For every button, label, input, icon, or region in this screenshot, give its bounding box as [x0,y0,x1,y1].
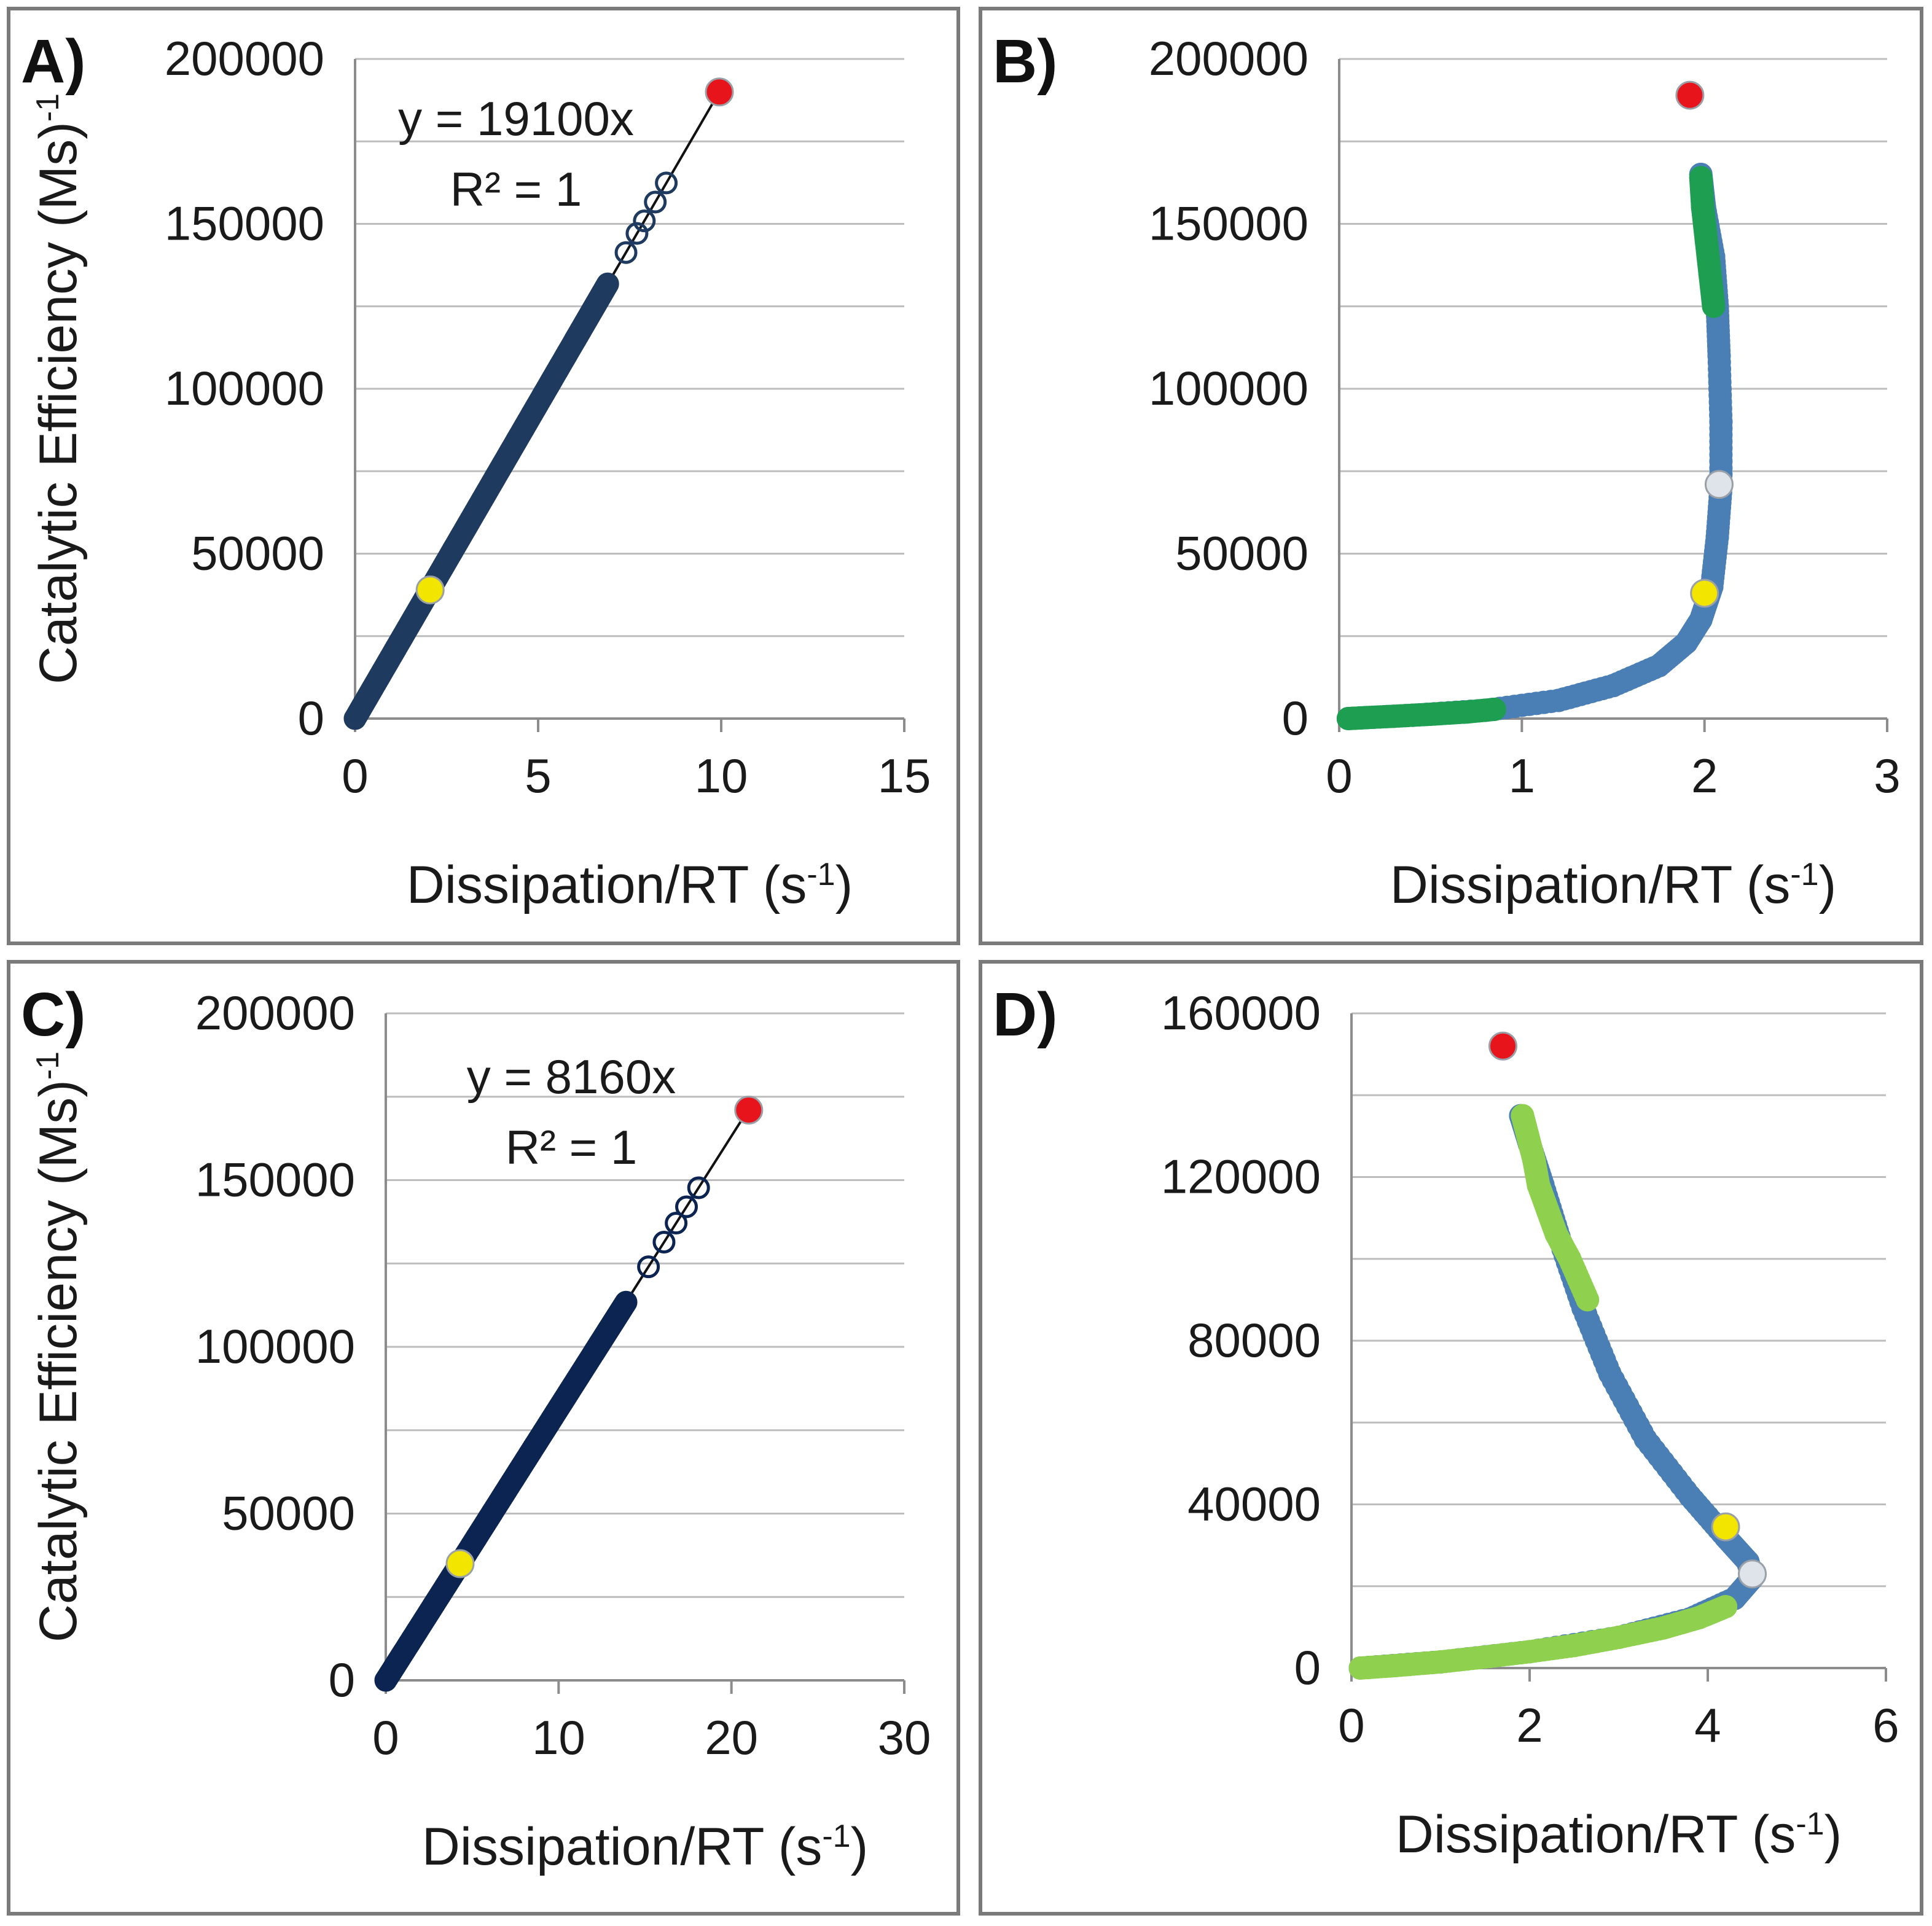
y-tick-label: 50000 [1175,526,1308,580]
data-point-highlight-red [705,77,734,107]
data-point-highlight-yellow [415,575,445,605]
y-tick-label: 50000 [222,1486,355,1540]
x-tick-label: 0 [372,1710,399,1764]
panel-4: 0 2 4 6 0 40000 80000 120000 160000 Dissipation/R… [979,960,1923,1916]
data-point-highlight-gray [1704,470,1734,499]
y-tick-label: 100000 [165,361,324,415]
panel-frame [979,960,1923,1916]
x-axis-label: Dissipation/RT (s-1) [1396,1805,1842,1864]
y-tick-label: 0 [1282,691,1308,745]
y-tick-label: 160000 [1161,986,1321,1040]
x-tick-label: 0 [1326,749,1352,803]
data-point [1689,166,1713,190]
y-tick-label: 200000 [195,986,355,1040]
data-point [644,190,667,214]
x-tick-label: 20 [705,1710,758,1764]
y-tick-label: 100000 [1149,361,1308,415]
fit-r2: R² = 1 [450,162,582,216]
x-tick-label: 10 [532,1710,585,1764]
panel-2: 0 1 2 3 0 50000 100000 150000 200000 Dissipation/… [979,7,1923,945]
data-point [1482,697,1506,721]
panel-frame [7,7,960,945]
data-point [655,171,678,195]
data-point-highlight-gray [1738,1559,1767,1589]
x-tick-label: 5 [525,749,551,803]
y-tick-label: 200000 [1149,31,1308,85]
fit-r2: R² = 1 [506,1120,638,1174]
data-point-highlight-red [734,1095,764,1125]
y-tick-label: 80000 [1187,1313,1321,1367]
fit-equation: y = 19100x [398,92,634,146]
y-tick-label: 100000 [195,1319,355,1373]
x-axis-label: Dissipation/RT (s-1) [1390,856,1836,914]
x-tick-label: 10 [695,749,748,803]
y-tick-label: 200000 [165,31,324,85]
data-point-highlight-yellow [445,1549,475,1578]
data-point [596,272,619,295]
x-axis-label: Dissipation/RT (s-1) [407,856,853,914]
panel-letter: C) [21,980,86,1049]
y-tick-label: 0 [329,1653,355,1707]
panel-3: 0 10 20 30 0 50000 100000 150000 200000 Dissipati… [7,960,960,1916]
data-point [614,241,638,264]
data-point [637,1255,660,1279]
x-tick-label: 1 [1509,749,1535,803]
panel-frame [979,7,1923,945]
panel-letter: B) [993,27,1058,96]
x-tick-label: 4 [1694,1698,1721,1752]
panel-frame [7,960,960,1916]
x-tick-label: 30 [878,1710,931,1764]
data-point [675,1195,698,1218]
y-tick-label: 0 [1294,1640,1321,1694]
data-point-highlight-yellow [1690,579,1719,608]
data-point [625,222,649,245]
data-point-highlight-red [1675,80,1705,110]
y-axis-label: Catalytic Efficiency (Ms)-1 [29,1051,88,1642]
data-point-highlight-red [1488,1031,1517,1061]
y-tick-label: 150000 [165,197,324,251]
x-axis-label: Dissipation/RT (s-1) [422,1817,868,1876]
data-point [1511,1104,1535,1128]
panel-1: 0 5 10 15 0 50000 100000 150000 200000 Dissipatio… [7,7,960,945]
data-point [614,1290,638,1314]
y-axis-label: Catalytic Efficiency (Ms)-1 [29,93,88,684]
x-tick-label: 6 [1872,1698,1899,1752]
data-point [633,209,656,233]
data-point-highlight-yellow [1711,1512,1740,1542]
y-tick-label: 120000 [1161,1150,1321,1204]
data-point [687,1176,710,1199]
data-point [1714,1595,1737,1619]
x-tick-label: 0 [342,749,368,803]
y-tick-label: 150000 [195,1153,355,1207]
x-tick-label: 15 [878,749,931,803]
y-tick-label: 0 [298,691,324,745]
data-point [652,1230,676,1253]
data-point [665,1212,688,1235]
x-tick-label: 0 [1338,1698,1364,1752]
fit-equation: y = 8160x [467,1050,676,1104]
panel-letter: A) [21,27,86,96]
x-tick-label: 3 [1874,749,1900,803]
y-tick-label: 40000 [1187,1477,1321,1531]
x-tick-label: 2 [1516,1698,1543,1752]
y-tick-label: 150000 [1149,197,1308,251]
y-tick-label: 50000 [191,526,324,580]
panel-letter: D) [993,980,1058,1049]
x-tick-label: 2 [1691,749,1718,803]
